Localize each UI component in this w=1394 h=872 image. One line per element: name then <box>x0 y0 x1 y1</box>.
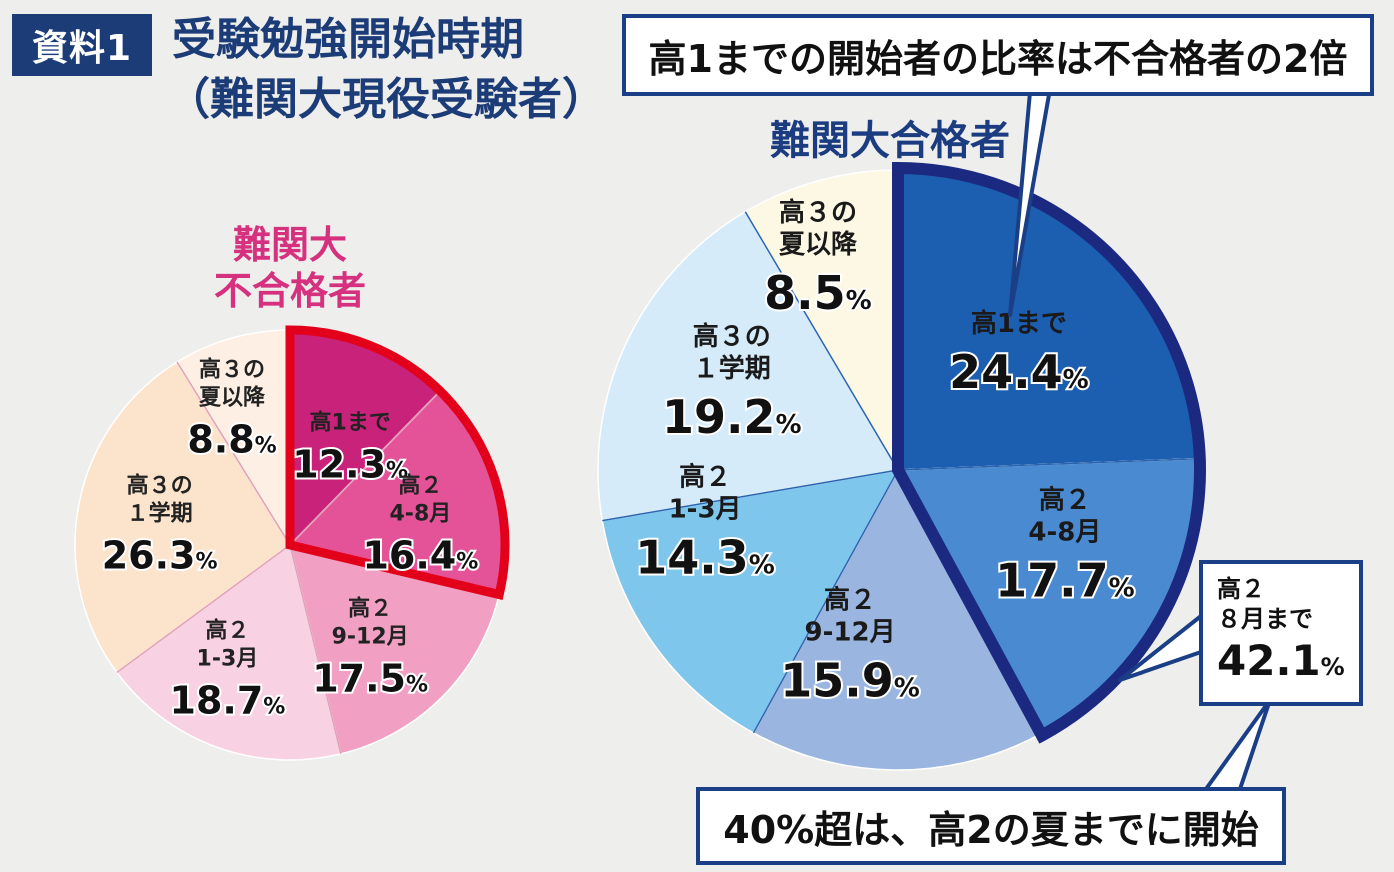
pie-0-label-3-text-0: 高２ <box>205 618 249 644</box>
pie-1-value-2: 15.9% <box>780 653 920 707</box>
pie-1-label-3: 高２1-3月 14.3% <box>633 462 777 587</box>
pie-0-label-1-text-0: 高２ <box>398 472 442 498</box>
pie-1-divider-1 <box>897 457 1198 471</box>
pie-chart-1: 高1まで24.4%高２4-8月17.7%高２9-12月15.9%高２1-3月14… <box>597 161 1206 771</box>
pie-1-label-0: 高1まで 24.4% <box>947 308 1091 401</box>
pie-0-label-2: 高２ 9-12月 17.5% <box>310 596 430 703</box>
pie-1-highlight-outline <box>892 161 1206 744</box>
pie-0-label-1: 高２ 4-8月 16.4% <box>360 472 480 579</box>
pie-0-divider-1 <box>289 390 441 546</box>
fail-chart-title-line2: 不合格者 <box>213 269 366 313</box>
pie-0-slice-4 <box>74 361 292 674</box>
pie-0-label-3-text-1: 1-3月 <box>197 647 259 672</box>
pie-1-value-5: 8.5% <box>764 266 872 320</box>
bottom-callout-pointer <box>1204 698 1272 791</box>
pie-1-value-0: 24.4% <box>949 345 1089 399</box>
pie-1-label-5-text-1: 夏以降 <box>779 230 858 260</box>
pie-1-slice-4 <box>597 210 900 522</box>
pie-0-label-1-text-1: 4-8月 <box>390 501 452 526</box>
pie-0-label-0: 高1まで 12.3% <box>290 410 410 489</box>
pie-0-value-0: 12.3% <box>292 443 408 487</box>
pie-0-value-1: 16.4% <box>362 533 478 577</box>
top-callout: 高1までの開始者の比率は不合格者の2倍 <box>622 14 1374 96</box>
pie-0-label-5-text-0: 高３の <box>199 356 265 382</box>
fail-chart-title: 難関大 不合格者 <box>190 222 390 314</box>
pie-1-slice-2 <box>752 468 1042 771</box>
pie-0-label-5-text-1: 夏以降 <box>199 385 266 410</box>
right-callout-pointer <box>1118 614 1203 682</box>
pie-1-label-4-text-1: １学期 <box>693 353 771 384</box>
pie-0-value-3: 18.7% <box>170 679 286 723</box>
right-callout-value: 42.1 <box>1217 636 1321 685</box>
pie-1-label-2-text-0: 高２ <box>824 584 876 615</box>
pie-1-divider-5 <box>744 211 899 471</box>
pie-0-value-4: 26.3% <box>102 533 218 577</box>
pie-0-slice-3 <box>115 543 342 761</box>
right-callout-label-1: 高２ <box>1217 575 1265 603</box>
pie-0-divider-4 <box>116 544 291 674</box>
pie-0-label-2-text-0: 高２ <box>348 596 392 622</box>
callout-pointers <box>1008 87 1272 791</box>
pie-1-divider-4 <box>602 469 899 522</box>
pie-1-label-5-text-0: 高３の <box>779 197 857 228</box>
pie-1-label-2: 高２9-12月 15.9% <box>778 584 922 709</box>
pie-0-label-3: 高２ 1-3月 18.7% <box>168 618 288 725</box>
pie-0-label-4-text-0: 高３の <box>127 472 193 498</box>
pie-chart-0: 高1まで12.3%高２4-8月16.4%高２9-12月17.5%高２1-3月18… <box>74 325 510 761</box>
pie-0-label-4-text-1: １学期 <box>127 500 193 526</box>
pie-1-label-0-text-0: 高1まで <box>971 308 1067 339</box>
fail-chart-title-line1: 難関大 <box>232 223 347 267</box>
page-subtitle: （難関大現役受験者） <box>166 74 606 125</box>
pie-1-label-1-text-1: 4-8月 <box>1028 517 1101 547</box>
pie-0-value-2: 17.5% <box>312 657 428 701</box>
pie-0-divider-3 <box>289 544 342 755</box>
pie-0-divider-5 <box>176 361 291 546</box>
pie-0-label-0-text-0: 高1まで <box>310 410 391 436</box>
pie-0-label-2-text-1: 9-12月 <box>332 625 409 650</box>
right-callout-value-line: 42.1% <box>1217 634 1345 694</box>
pie-0-highlight-outline <box>285 325 510 600</box>
right-callout: 高２ ８月まで 42.1% <box>1199 560 1363 706</box>
pie-0-slice-2 <box>288 543 501 755</box>
pie-1-value-4: 19.2% <box>662 390 802 444</box>
pie-1-slice-3 <box>601 468 900 734</box>
pie-1-label-1: 高２4-8月 17.7% <box>993 484 1137 609</box>
pie-1-value-3: 14.3% <box>635 531 775 585</box>
right-callout-label-2: ８月まで <box>1217 605 1313 633</box>
pass-chart-title: 難関大合格者 <box>770 118 1010 164</box>
pie-1-slice-5 <box>744 169 899 473</box>
pie-0-value-5: 8.8% <box>187 417 276 461</box>
pie-1-label-4-text-0: 高３の <box>693 321 771 352</box>
page-title: 受験勉強開始時期 <box>172 14 524 65</box>
pie-1-divider-3 <box>752 469 899 734</box>
bottom-callout: 40%超は、高2の夏までに開始 <box>696 787 1286 865</box>
pie-1-label-3-text-0: 高２ <box>679 462 731 493</box>
pie-1-label-2-text-1: 9-12月 <box>805 617 896 647</box>
pie-1-value-1: 17.7% <box>995 553 1135 607</box>
pie-1-label-1-text-0: 高２ <box>1039 484 1091 515</box>
pie-1-label-3-text-1: 1-3月 <box>669 495 742 525</box>
source-badge: 資料1 <box>12 14 152 76</box>
right-callout-unit: % <box>1320 653 1345 681</box>
